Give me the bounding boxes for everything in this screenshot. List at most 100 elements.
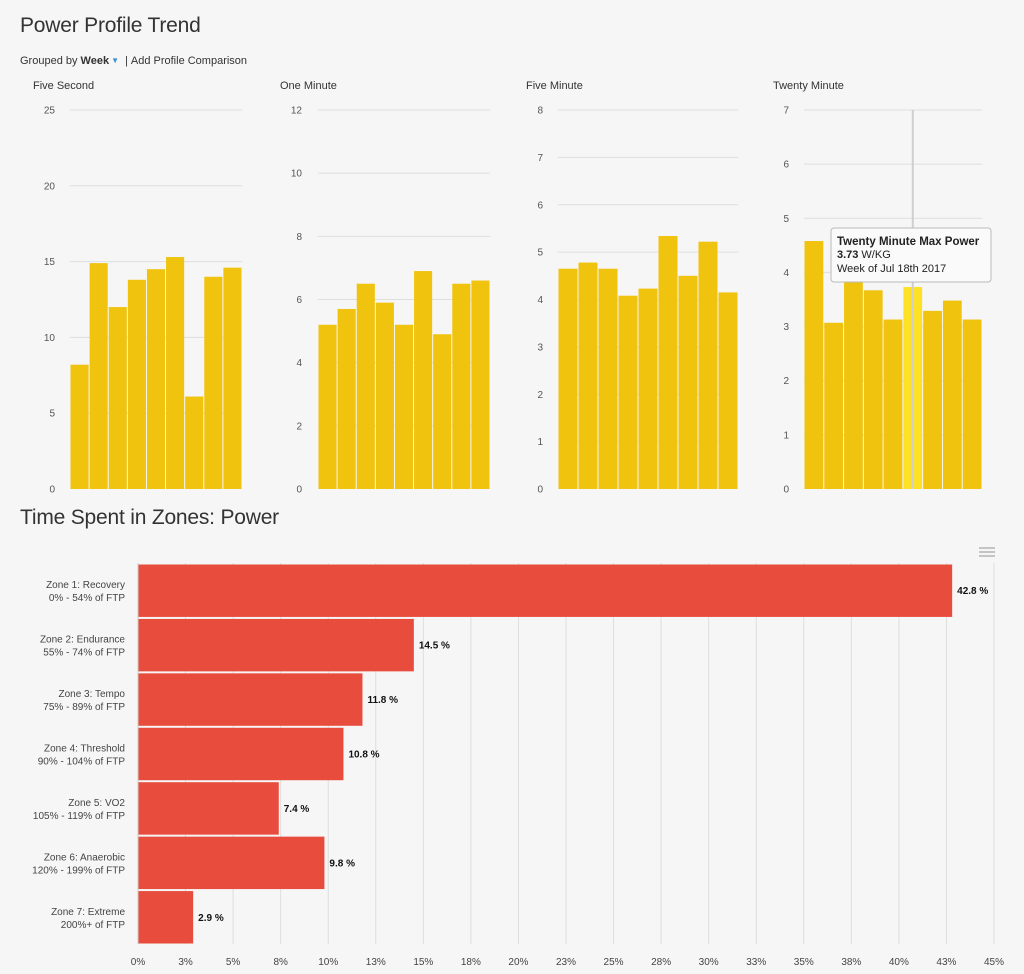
bar [394, 324, 414, 489]
x-tick-label: 10% [318, 957, 338, 968]
zone-range: 0% - 54% of FTP [49, 593, 125, 604]
zone-name: Zone 6: Anaerobic [44, 852, 125, 863]
bar [718, 292, 738, 489]
grouping-dropdown[interactable]: Week [80, 55, 110, 67]
y-tick-label: 0 [537, 485, 543, 496]
bar [698, 241, 718, 489]
zone-bar [138, 891, 194, 944]
x-tick-label: 3% [178, 957, 193, 968]
x-tick-label: 15% [413, 957, 433, 968]
zone-bar [138, 673, 363, 726]
bar [146, 269, 166, 489]
add-profile-comparison-link[interactable]: Add Profile Comparison [130, 55, 248, 67]
bar [618, 295, 638, 489]
grouping-controls: Grouped by Week ▼ | Add Profile Comparison [20, 55, 247, 67]
x-tick-label: 5% [226, 957, 241, 968]
bar [678, 275, 698, 489]
zone-range: 200%+ of FTP [61, 920, 126, 931]
bar [638, 288, 658, 489]
zone-bar [138, 564, 953, 617]
x-tick-label: 8% [273, 957, 288, 968]
bar [598, 268, 618, 489]
zone-name: Zone 2: Endurance [40, 635, 125, 646]
data-label: 11.8 % [367, 695, 398, 706]
bar [578, 262, 598, 489]
y-tick-label: 10 [291, 169, 303, 180]
bar [471, 280, 490, 489]
zone-bar [138, 836, 325, 890]
y-tick-label: 2 [537, 390, 543, 401]
y-tick-label: 1 [783, 430, 789, 441]
data-label: 42.8 % [957, 586, 988, 597]
y-tick-label: 4 [783, 268, 789, 279]
x-tick-label: 13% [366, 957, 386, 968]
bar [452, 283, 471, 489]
y-tick-label: 6 [783, 160, 789, 171]
bar [337, 308, 356, 489]
page-title: Power Profile Trend [20, 14, 201, 37]
x-tick-label: 25% [604, 957, 624, 968]
zone-name: Zone 3: Tempo [58, 689, 125, 700]
y-tick-label: 0 [49, 485, 55, 496]
bar [89, 263, 108, 489]
y-tick-label: 10 [44, 333, 56, 344]
y-tick-label: 7 [537, 153, 543, 164]
bar [414, 271, 433, 489]
y-tick-label: 5 [537, 248, 543, 259]
zone-range: 105% - 119% of FTP [33, 811, 125, 822]
x-tick-label: 28% [651, 957, 671, 968]
bar [942, 300, 962, 489]
bar [962, 319, 982, 489]
y-tick-label: 6 [296, 295, 302, 306]
chart-title: Twenty Minute [773, 80, 844, 92]
x-tick-label: 30% [699, 957, 719, 968]
zone-name: Zone 5: VO2 [68, 798, 125, 809]
zone-bar [138, 618, 414, 672]
y-tick-label: 3 [783, 322, 789, 333]
zone-name: Zone 4: Threshold [44, 744, 125, 755]
x-tick-label: 23% [556, 957, 576, 968]
chart-menu-icon[interactable] [979, 547, 995, 559]
zone-range: 120% - 199% of FTP [32, 865, 125, 876]
bar [70, 364, 89, 489]
zones-title: Time Spent in Zones: Power [20, 506, 279, 529]
y-tick-label: 20 [44, 181, 56, 192]
x-tick-label: 40% [889, 957, 909, 968]
bar [558, 268, 578, 489]
x-tick-label: 43% [936, 957, 956, 968]
y-tick-label: 5 [49, 409, 55, 420]
zone-range: 75% - 89% of FTP [43, 702, 125, 713]
bar [844, 280, 863, 489]
chart-title: Five Second [33, 80, 94, 92]
x-tick-label: 20% [508, 957, 528, 968]
x-tick-label: 18% [461, 957, 481, 968]
chevron-down-icon[interactable]: ▼ [111, 56, 120, 65]
bar [108, 307, 127, 489]
x-tick-label: 0% [131, 957, 146, 968]
y-tick-label: 5 [783, 214, 789, 225]
zone-range: 90% - 104% of FTP [38, 757, 126, 768]
bar [863, 290, 883, 489]
bar [658, 236, 678, 489]
zone-bar [138, 727, 344, 781]
data-label: 14.5 % [419, 641, 450, 652]
zone-range: 55% - 74% of FTP [43, 648, 125, 659]
y-tick-label: 2 [783, 376, 789, 387]
tooltip-box [830, 227, 992, 283]
bar [166, 257, 185, 489]
y-tick-label: 0 [296, 485, 302, 496]
data-label: 2.9 % [198, 913, 224, 924]
grouped-by-label: Grouped by [20, 55, 78, 67]
bar [204, 276, 223, 489]
bar [375, 302, 394, 489]
chart-title: One Minute [280, 80, 337, 92]
tooltip-title: Twenty Minute Max Power [837, 236, 980, 248]
chart-title: Five Minute [526, 80, 583, 92]
bar [127, 279, 146, 489]
bar [804, 241, 824, 489]
bar [318, 324, 337, 489]
bar [824, 322, 844, 489]
zone-name: Zone 1: Recovery [46, 580, 125, 591]
y-tick-label: 7 [783, 106, 789, 117]
tooltip-value: 3.73 W/KG [837, 249, 891, 261]
